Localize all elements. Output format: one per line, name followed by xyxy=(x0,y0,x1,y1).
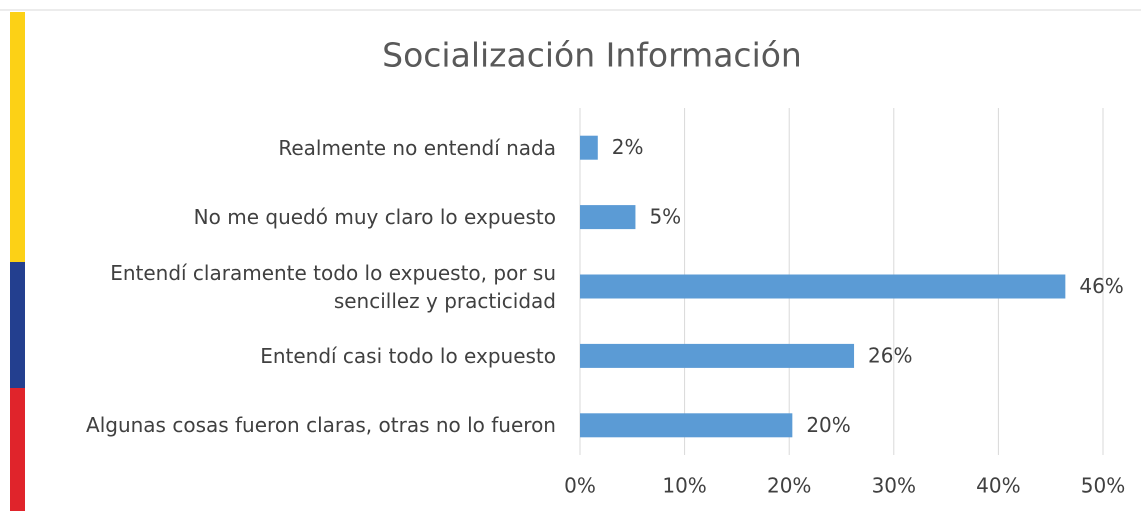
stripe-blue xyxy=(10,262,25,388)
y-tick-label: Algunas cosas fueron claras, otras no lo… xyxy=(86,413,556,438)
data-label: 26% xyxy=(868,343,912,367)
data-label: 2% xyxy=(612,135,644,159)
bar xyxy=(580,274,1066,299)
bar xyxy=(580,205,636,230)
data-label: 5% xyxy=(649,205,681,229)
y-tick-label: Realmente no entendí nada xyxy=(278,135,556,160)
x-tick-label: 10% xyxy=(662,474,706,498)
x-tick-label: 20% xyxy=(767,474,811,498)
stripe-red xyxy=(10,388,25,511)
data-label: 46% xyxy=(1079,274,1123,298)
x-tick-label: 30% xyxy=(872,474,916,498)
x-tick-label: 40% xyxy=(976,474,1020,498)
y-tick-label: Entendí claramente todo lo expuesto, por… xyxy=(110,260,556,313)
bar xyxy=(580,413,793,438)
stripe-yellow xyxy=(10,12,25,262)
y-tick-label: Entendí casi todo lo expuesto xyxy=(260,343,556,368)
x-tick-label: 50% xyxy=(1081,474,1125,498)
x-tick-label: 0% xyxy=(564,474,596,498)
chart-title: Socialización Información xyxy=(382,36,802,75)
bar xyxy=(580,343,855,368)
data-label: 20% xyxy=(806,413,850,437)
bar xyxy=(580,135,598,160)
y-tick-label: No me quedó muy claro lo expuesto xyxy=(193,205,556,230)
